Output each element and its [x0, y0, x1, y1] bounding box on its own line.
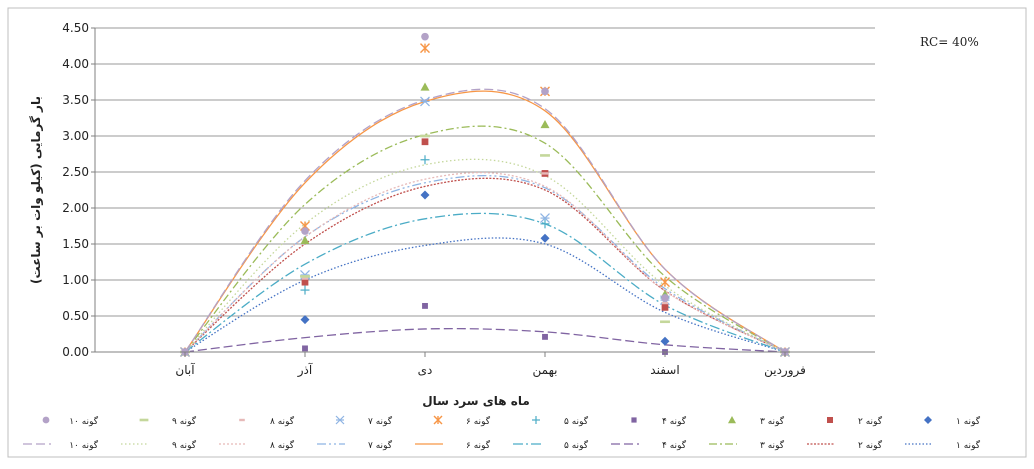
legend-trend-label-series-8: گونه ۸ — [270, 439, 295, 451]
chart-frame — [7, 7, 1027, 458]
point-series-9 — [660, 320, 670, 324]
point-series-2 — [661, 303, 669, 311]
trendline-series-10 — [184, 88, 786, 353]
y-tick-label: 4.00 — [62, 57, 89, 71]
trendline-series-9 — [184, 158, 786, 353]
legend-label-series-4: گونه ۴ — [662, 415, 687, 427]
legend-marker-series-7 — [335, 415, 345, 425]
x-tick-label: بهمن — [533, 363, 558, 378]
legend-marker-series-2 — [827, 417, 833, 423]
legend-trend-label-series-4: گونه ۴ — [662, 439, 687, 451]
legend-label-series-1: گونه ۱ — [956, 415, 981, 427]
legend-marker-series-1 — [924, 416, 932, 424]
x-tick-label: دی — [418, 363, 433, 377]
legend-label-series-7: گونه ۷ — [368, 415, 393, 427]
trendline-series-1 — [184, 237, 786, 353]
legend-marker-series-6 — [433, 415, 443, 425]
y-axis-title: بار گرمایی (کیلو وات بر ساعت) — [29, 96, 44, 284]
point-series-9 — [420, 134, 430, 138]
y-tick-label: 0.00 — [62, 345, 89, 359]
y-tick-label: 2.50 — [62, 165, 89, 179]
gridlines — [95, 27, 875, 317]
point-series-9 — [540, 154, 550, 157]
legend-trend-label-series-9: گونه ۹ — [172, 439, 197, 451]
legend-label-series-5: گونه ۵ — [564, 415, 589, 427]
point-series-4 — [302, 345, 308, 352]
point-series-8 — [541, 172, 549, 175]
point-series-3 — [300, 235, 310, 244]
point-series-10 — [301, 227, 309, 235]
x-tick-label: آذر — [297, 362, 313, 378]
point-series-10 — [421, 32, 429, 41]
point-series-7 — [540, 213, 550, 224]
trendlines — [184, 88, 786, 353]
axes: 0.00 0.50 1.00 1.50 2.00 2.50 3.00 3.50 4.00 4.50… — [62, 21, 875, 378]
point-series-3 — [420, 82, 430, 91]
annotation-rc: RC= 40% — [920, 35, 979, 49]
legend: گونه ۱ گونه ۱ گونه ۲ گونه ۲ گونه ۳ گونه ۳ گونه… — [23, 415, 981, 451]
x-tick-label: فروردین — [764, 363, 806, 378]
point-series-7 — [420, 96, 430, 107]
legend-label-series-6: گونه ۶ — [466, 415, 491, 427]
point-series-1 — [420, 190, 430, 200]
legend-label-series-8: گونه ۸ — [270, 415, 295, 427]
y-tick-label: 3.50 — [62, 93, 89, 107]
point-series-3 — [540, 119, 550, 129]
point-series-6 — [420, 43, 430, 54]
point-series-9 — [300, 275, 310, 278]
point-series-1 — [540, 233, 550, 243]
trendline-series-2 — [184, 177, 786, 353]
x-tick-label: اسفند — [650, 363, 679, 377]
trendline-series-5 — [184, 212, 786, 353]
legend-trend-label-series-5: گونه ۵ — [564, 439, 589, 451]
legend-trend-label-series-7: گونه ۷ — [368, 439, 393, 451]
trendline-series-7 — [184, 174, 786, 353]
legend-label-series-9: گونه ۹ — [172, 415, 197, 427]
legend-trend-label-series-1: گونه ۱ — [956, 439, 981, 451]
legend-trend-label-series-6: گونه ۶ — [466, 439, 491, 451]
legend-label-series-10: گونه ۱۰ — [69, 415, 99, 427]
y-tick-label: 0.50 — [62, 309, 89, 323]
point-series-5 — [540, 219, 550, 229]
point-series-4 — [542, 333, 548, 340]
legend-marker-series-4 — [631, 417, 637, 423]
point-series-6 — [660, 277, 670, 288]
point-series-8 — [301, 277, 309, 280]
y-tick-label: 2.00 — [62, 201, 89, 215]
legend-trend-label-series-10: گونه ۱۰ — [69, 439, 99, 451]
y-tick-label: 3.00 — [62, 129, 89, 143]
point-series-10 — [661, 294, 669, 302]
legend-marker-series-3 — [728, 416, 736, 424]
point-series-1 — [300, 315, 310, 325]
legend-marker-series-5 — [532, 416, 540, 424]
trendline-series-8 — [184, 172, 786, 353]
legend-label-series-3: گونه ۳ — [760, 415, 785, 427]
legend-label-series-2: گونه ۲ — [858, 415, 883, 427]
point-series-1 — [660, 336, 670, 346]
x-tick-label: آبان — [175, 362, 195, 377]
y-tick-label: 1.00 — [62, 273, 89, 287]
legend-marker-series-9 — [139, 418, 149, 422]
legend-trend-label-series-2: گونه ۲ — [858, 439, 883, 451]
data-points — [180, 32, 790, 357]
point-series-5 — [300, 285, 310, 295]
legend-marker-series-8 — [239, 418, 245, 422]
point-series-2 — [301, 278, 309, 286]
trendline-series-3 — [184, 125, 786, 353]
point-series-4 — [422, 302, 428, 309]
legend-marker-series-10 — [42, 416, 50, 424]
point-series-5 — [420, 155, 430, 165]
x-axis-title: ماه های سرد سال — [422, 394, 530, 408]
y-tick-label: 1.50 — [62, 237, 89, 251]
trendline-series-4 — [184, 327, 786, 353]
point-series-10 — [541, 87, 549, 96]
point-series-2 — [421, 138, 429, 146]
legend-trend-label-series-3: گونه ۳ — [760, 439, 785, 451]
y-tick-label: 4.50 — [62, 21, 89, 35]
point-series-8 — [661, 301, 669, 305]
